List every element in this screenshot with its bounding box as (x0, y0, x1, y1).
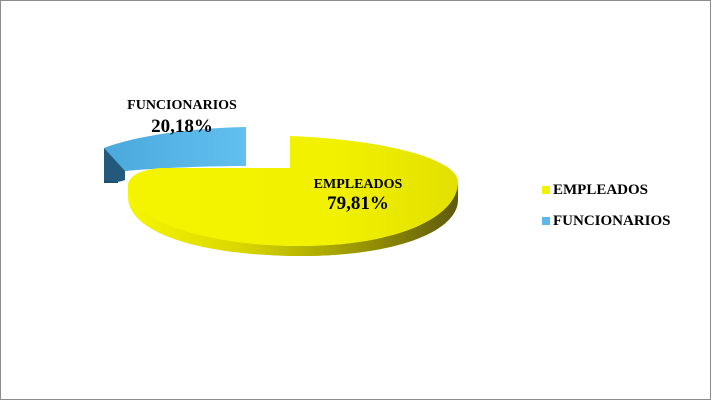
legend-label-empleados: EMPLEADOS (553, 182, 648, 198)
legend: EMPLEADOS FUNCIONARIOS (542, 182, 671, 229)
label-funcionarios-value: 20,18% (151, 116, 213, 137)
legend-swatch-empleados (542, 186, 550, 194)
pie-slice-empleados (128, 136, 458, 256)
legend-swatch-funcionarios (542, 217, 550, 225)
label-empleados-name: EMPLEADOS (314, 177, 403, 192)
pie-slice-funcionarios (104, 127, 246, 183)
label-funcionarios-name: FUNCIONARIOS (127, 98, 237, 113)
label-empleados-value: 79,81% (327, 193, 389, 214)
legend-label-funcionarios: FUNCIONARIOS (553, 213, 671, 229)
